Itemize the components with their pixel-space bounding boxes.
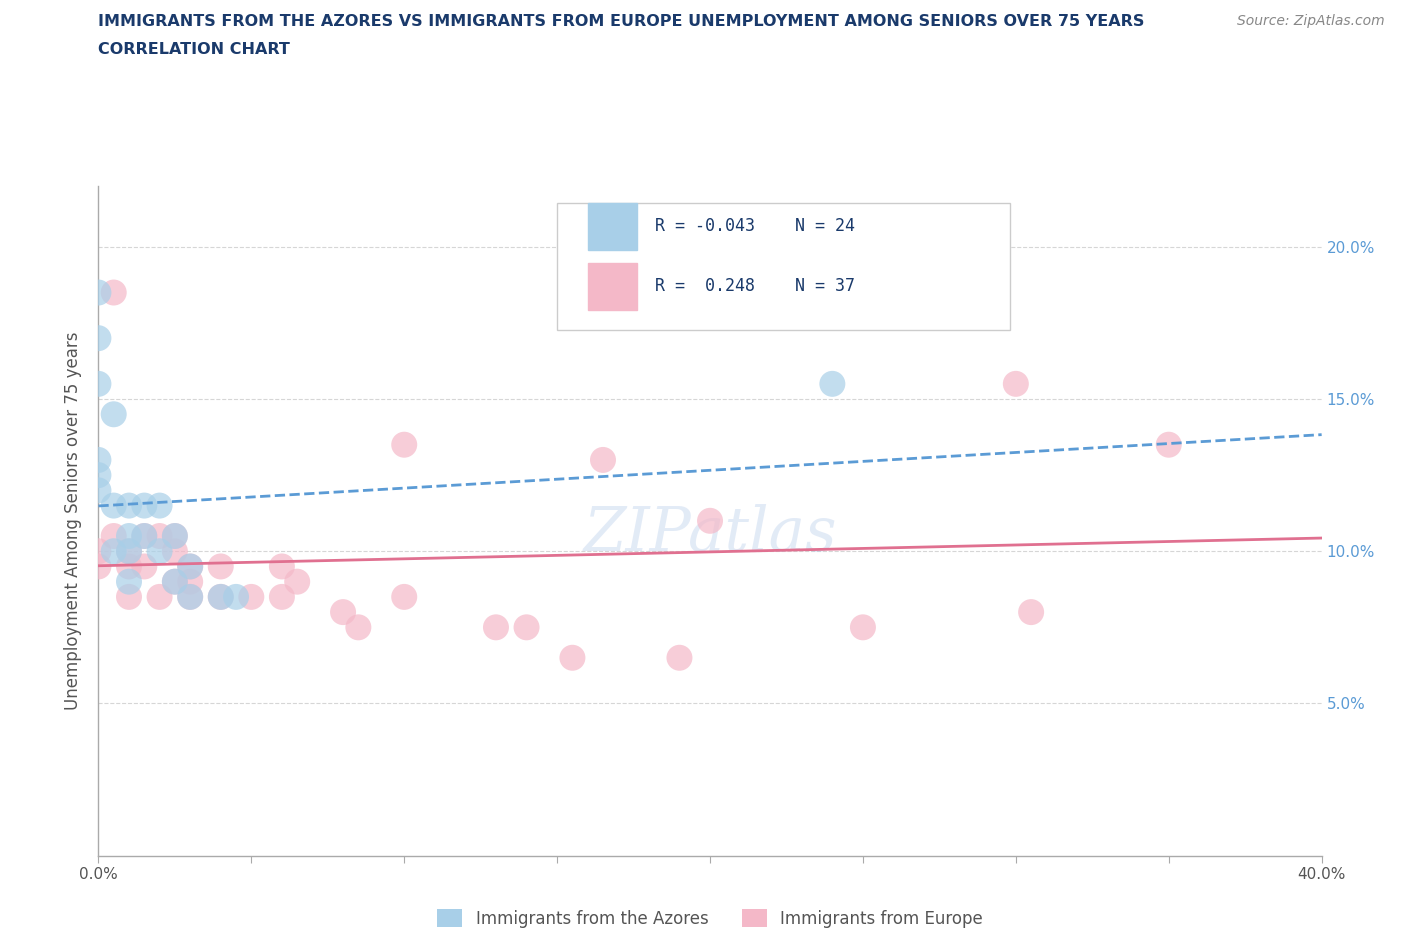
- Point: [87, 468, 110, 483]
- Point: [103, 286, 125, 300]
- Point: [392, 590, 416, 604]
- Point: [1157, 437, 1180, 452]
- Point: [163, 574, 186, 589]
- Point: [392, 437, 416, 452]
- Point: [118, 544, 141, 559]
- FancyBboxPatch shape: [557, 203, 1010, 330]
- Point: [163, 574, 186, 589]
- Text: CORRELATION CHART: CORRELATION CHART: [98, 42, 290, 57]
- Point: [149, 544, 172, 559]
- Point: [699, 513, 721, 528]
- Point: [87, 331, 110, 346]
- Point: [134, 528, 156, 543]
- Point: [103, 406, 125, 421]
- Text: Source: ZipAtlas.com: Source: ZipAtlas.com: [1237, 14, 1385, 28]
- Point: [179, 590, 201, 604]
- Point: [103, 528, 125, 543]
- Point: [179, 574, 201, 589]
- Point: [179, 590, 201, 604]
- Point: [347, 620, 370, 635]
- Point: [209, 559, 232, 574]
- Point: [179, 559, 201, 574]
- Point: [118, 574, 141, 589]
- Point: [240, 590, 263, 604]
- Point: [163, 528, 186, 543]
- Point: [270, 590, 292, 604]
- Point: [134, 559, 156, 574]
- Point: [209, 590, 232, 604]
- Bar: [588, 263, 637, 310]
- Point: [179, 559, 201, 574]
- Point: [87, 483, 110, 498]
- Point: [225, 590, 247, 604]
- Point: [118, 559, 141, 574]
- Text: IMMIGRANTS FROM THE AZORES VS IMMIGRANTS FROM EUROPE UNEMPLOYMENT AMONG SENIORS : IMMIGRANTS FROM THE AZORES VS IMMIGRANTS…: [98, 14, 1144, 29]
- Text: ZIPatlas: ZIPatlas: [583, 504, 837, 565]
- Point: [118, 528, 141, 543]
- Point: [87, 544, 110, 559]
- Point: [87, 377, 110, 392]
- Point: [103, 498, 125, 513]
- Legend: Immigrants from the Azores, Immigrants from Europe: Immigrants from the Azores, Immigrants f…: [430, 903, 990, 930]
- Point: [87, 559, 110, 574]
- Text: R =  0.248    N = 37: R = 0.248 N = 37: [655, 277, 855, 296]
- Point: [134, 498, 156, 513]
- Point: [668, 650, 690, 665]
- Point: [87, 453, 110, 468]
- Point: [209, 590, 232, 604]
- Y-axis label: Unemployment Among Seniors over 75 years: Unemployment Among Seniors over 75 years: [65, 332, 83, 710]
- Point: [821, 377, 844, 392]
- Point: [149, 528, 172, 543]
- Point: [1004, 377, 1026, 392]
- Point: [332, 604, 354, 619]
- Point: [485, 620, 508, 635]
- Point: [270, 559, 292, 574]
- Point: [118, 544, 141, 559]
- Point: [285, 574, 308, 589]
- Point: [87, 286, 110, 300]
- Text: R = -0.043    N = 24: R = -0.043 N = 24: [655, 218, 855, 235]
- Point: [852, 620, 875, 635]
- Point: [134, 528, 156, 543]
- Point: [149, 498, 172, 513]
- Point: [561, 650, 583, 665]
- Point: [118, 590, 141, 604]
- Point: [103, 544, 125, 559]
- Point: [149, 590, 172, 604]
- Point: [163, 544, 186, 559]
- Point: [516, 620, 538, 635]
- Point: [118, 498, 141, 513]
- Point: [1019, 604, 1042, 619]
- Bar: [588, 203, 637, 249]
- Point: [592, 453, 614, 468]
- Point: [163, 528, 186, 543]
